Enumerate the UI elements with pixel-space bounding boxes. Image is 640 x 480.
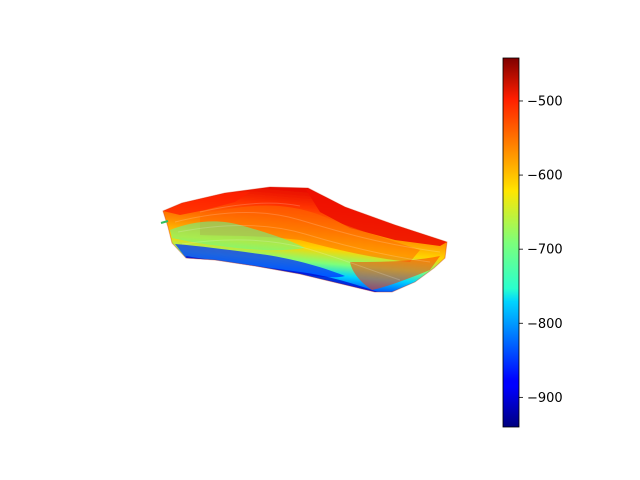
- surface-ridge-red: [163, 192, 250, 215]
- colorbar-tick-label: −800: [527, 317, 563, 332]
- surface-outline: [162, 186, 448, 293]
- surface-edge-mark: [160, 220, 169, 224]
- surface-band-orange: [200, 205, 420, 262]
- colorbar-ticks: −500 −600 −700 −800 −900: [519, 94, 563, 406]
- surface-pocket-red: [350, 256, 440, 290]
- colorbar-tick-label: −600: [527, 169, 563, 184]
- surface-contours: [174, 202, 441, 281]
- colorbar-tick-label: −900: [527, 391, 563, 406]
- colorbar-gradient: [502, 57, 520, 428]
- surface-lobe-green: [170, 221, 305, 251]
- colorbar: −500 −600 −700 −800 −900: [502, 57, 563, 428]
- colorbar-tick-label: −700: [527, 243, 563, 258]
- surface-lobe-blue: [175, 244, 345, 278]
- colorbar-tick-label: −500: [527, 94, 563, 109]
- surface-plot: [160, 186, 448, 293]
- surface-body: [163, 187, 447, 292]
